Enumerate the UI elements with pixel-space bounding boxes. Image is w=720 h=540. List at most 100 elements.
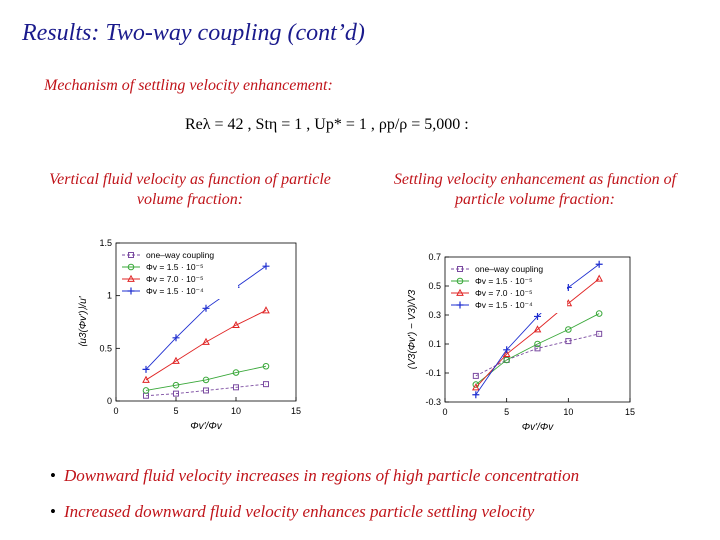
y-tick-label: 0.3 (428, 310, 441, 320)
data-point (142, 375, 150, 383)
data-point (534, 312, 541, 320)
legend-entry: Φv = 1.5 · 10⁻⁴ (451, 300, 533, 310)
y-tick-label: -0.1 (425, 368, 441, 378)
x-tick-label: 15 (625, 407, 635, 417)
series-line (475, 333, 600, 377)
data-point (457, 266, 463, 272)
series-group (142, 306, 270, 383)
data-point (202, 304, 210, 312)
data-point (565, 326, 572, 333)
x-axis-label: Φv'/Φv (522, 422, 554, 433)
legend-label: Φv = 1.5 · 10⁻⁴ (146, 286, 204, 296)
series-line (145, 383, 267, 397)
legend-label: Φv = 7.0 · 10⁻⁵ (475, 288, 533, 298)
bullet-item: • Downward fluid velocity increases in re… (50, 466, 710, 486)
data-point (456, 288, 464, 296)
bullet-symbol: • (50, 466, 56, 485)
data-point (202, 376, 210, 384)
series-line (145, 365, 267, 391)
data-point (595, 310, 603, 317)
series-group (472, 310, 603, 388)
data-point (173, 390, 179, 397)
data-point (142, 387, 150, 394)
series-group (472, 260, 603, 399)
data-point (503, 356, 510, 364)
series-line (145, 310, 267, 381)
y-tick-label: 0 (107, 396, 112, 406)
data-point (533, 325, 542, 333)
data-point (596, 330, 603, 337)
data-point (502, 349, 511, 358)
x-tick-label: 15 (291, 406, 301, 416)
legend-background (449, 261, 567, 313)
data-point (263, 381, 269, 388)
legend-entry: Φv = 7.0 · 10⁻⁵ (451, 288, 533, 298)
data-point (127, 263, 135, 271)
data-point (262, 362, 270, 370)
y-tick-label: -0.3 (425, 397, 441, 407)
data-point (127, 274, 135, 282)
y-tick-label: 0.5 (428, 281, 441, 291)
data-point (232, 320, 240, 329)
data-point (595, 274, 604, 282)
bullet-symbol: • (50, 502, 56, 521)
data-point (472, 372, 479, 379)
data-point (202, 337, 210, 345)
left-chart: 0 5 10 15 0 0.5 1 1.5 Φv'/Φv ⟨u3(Φv')⟩/u' one–way … (78, 238, 301, 432)
legend-label: Φv = 7.0 · 10⁻⁵ (146, 274, 204, 284)
x-tick-label: 0 (113, 406, 118, 416)
legend-label: Φv = 1.5 · 10⁻⁵ (475, 276, 533, 286)
data-point (172, 356, 180, 364)
y-tick-label: 1 (107, 291, 112, 301)
data-point (471, 383, 480, 391)
series-group (143, 381, 269, 399)
series-group (142, 262, 270, 373)
legend-background (120, 247, 238, 299)
data-point (456, 277, 464, 285)
series-line (475, 313, 600, 385)
legend-entry: Φv = 1.5 · 10⁻⁵ (451, 276, 533, 286)
legend-label: Φv = 1.5 · 10⁻⁵ (146, 262, 204, 272)
y-axis-label: (V3(Φv') − V3)/V3 (407, 289, 418, 369)
data-point (172, 381, 180, 389)
slide-title: Results: Two-way coupling (cont’d) (22, 20, 365, 46)
mechanism-heading: Mechanism of settling velocity enhanceme… (44, 77, 333, 94)
legend-label: one–way coupling (146, 250, 214, 260)
plot-frame (444, 256, 631, 403)
legend-entry: one–way coupling (451, 264, 543, 274)
y-tick-label: 0.1 (428, 339, 441, 349)
bullet-text: Downward fluid velocity increases in reg… (63, 466, 580, 485)
legend-label: Φv = 1.5 · 10⁻⁴ (475, 300, 533, 310)
data-point (262, 262, 270, 270)
data-point (472, 391, 480, 399)
data-point (595, 260, 603, 268)
bullet-text: Increased downward fluid velocity enhanc… (63, 502, 535, 521)
data-point (232, 369, 240, 376)
data-point (262, 306, 270, 314)
data-point (456, 301, 464, 309)
plot-frame (115, 242, 297, 402)
data-point (534, 340, 541, 348)
right-chart: 0 5 10 15 -0.3 -0.1 0.1 0.3 0.5 0.7 Φv'/Φv (V3(Φv')… (407, 252, 635, 433)
x-tick-label: 5 (504, 407, 509, 417)
legend-entry: Φv = 1.5 · 10⁻⁵ (122, 262, 204, 272)
data-point (203, 387, 209, 394)
data-point (128, 252, 134, 258)
y-tick-label: 1.5 (99, 238, 112, 248)
y-tick-label: 0.5 (99, 343, 112, 353)
data-point (127, 287, 135, 295)
left-chart-caption: Vertical fluid velocity as function of p… (49, 171, 331, 208)
data-point (142, 365, 150, 373)
parameter-equation: Reλ = 42 , Stη = 1 , Up* = 1 , ρp/ρ = 5,… (185, 116, 469, 133)
y-axis-label: ⟨u3(Φv')⟩/u' (78, 295, 89, 347)
bullet-list: • Downward fluid velocity increases in re… (50, 466, 710, 538)
x-axis-label: Φv'/Φv (190, 421, 222, 432)
x-tick-label: 5 (173, 406, 178, 416)
data-point (172, 334, 180, 342)
x-tick-label: 0 (442, 407, 447, 417)
x-tick-label: 10 (231, 406, 241, 416)
data-point (534, 345, 541, 352)
right-chart-caption: Settling velocity enhancement as functio… (393, 171, 677, 208)
legend-entry: Φv = 7.0 · 10⁻⁵ (122, 274, 204, 284)
legend-label: one–way coupling (475, 264, 543, 274)
